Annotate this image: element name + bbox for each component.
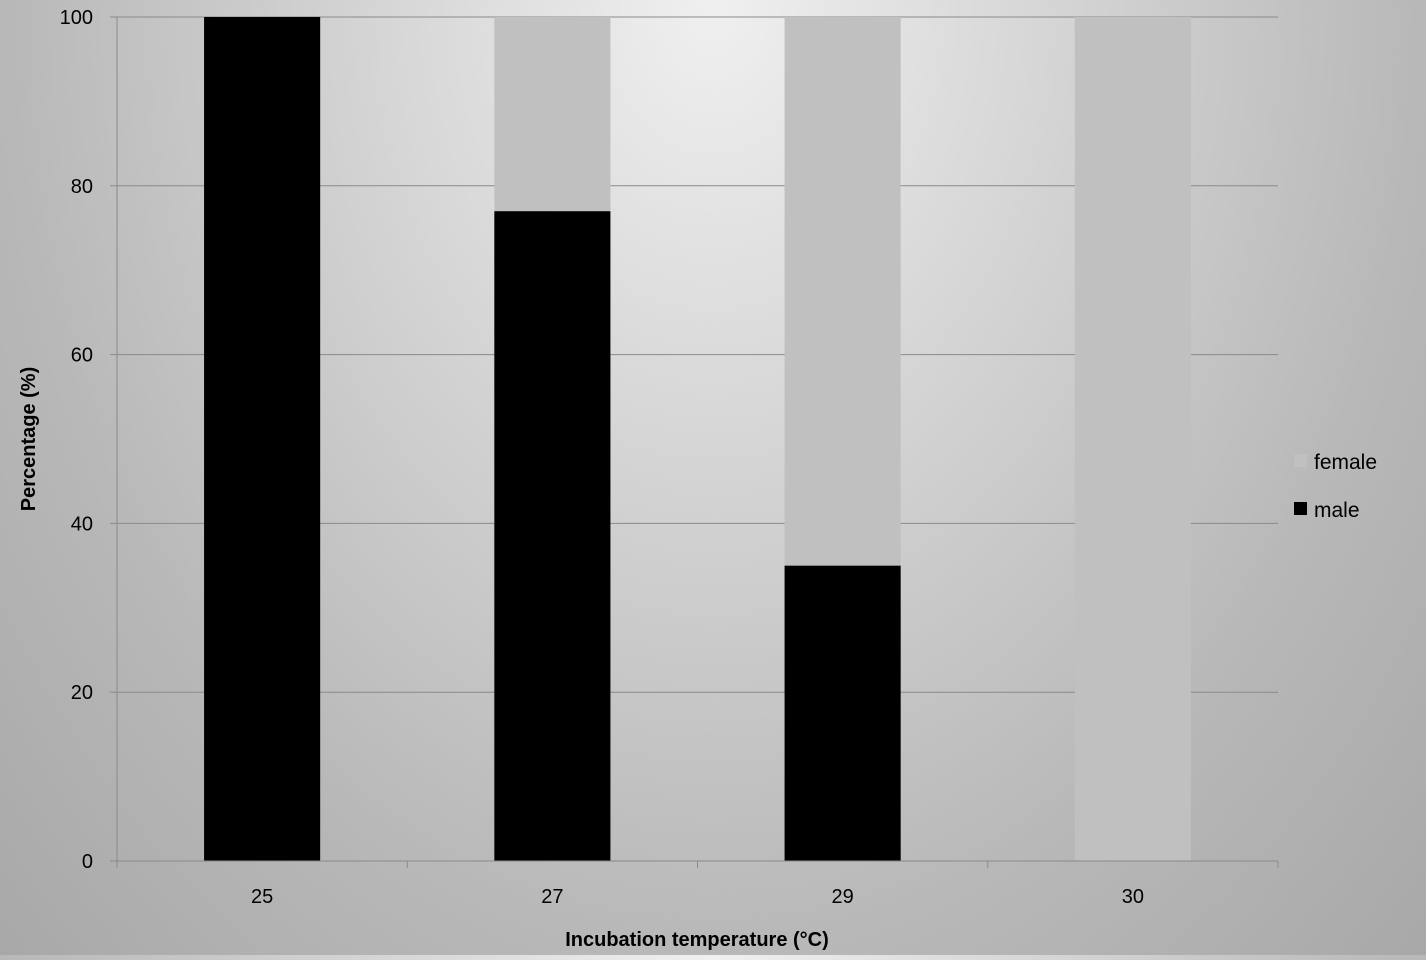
y-tick-label: 40 — [71, 513, 93, 535]
legend-label-male: male — [1314, 499, 1360, 522]
bars — [204, 17, 1191, 861]
x-tick-label: 30 — [1122, 886, 1144, 908]
legend-swatch-female — [1294, 454, 1307, 467]
y-tick-label: 60 — [71, 345, 93, 367]
y-tick-label: 0 — [82, 851, 93, 873]
x-axis-title: Incubation temperature (°C) — [565, 929, 829, 951]
y-tick-label: 100 — [60, 7, 93, 29]
legend: female male — [1294, 451, 1377, 522]
bar-female-27 — [494, 17, 611, 212]
x-tick-label: 27 — [541, 886, 563, 908]
bar-male-25 — [204, 17, 321, 861]
bar-female-29 — [784, 17, 901, 566]
x-tick-label: 25 — [251, 886, 273, 908]
y-tick-label: 80 — [71, 176, 93, 198]
bar-male-29 — [784, 565, 901, 861]
legend-label-female: female — [1314, 451, 1377, 474]
tick-labels: 0 20 40 60 80 100 25 27 29 30 — [60, 7, 1144, 908]
y-axis-title: Percentage (%) — [18, 367, 40, 512]
axes — [110, 16, 1279, 868]
bar-female-30 — [1074, 17, 1191, 861]
legend-swatch-male — [1294, 502, 1307, 515]
x-tick-label: 29 — [832, 886, 854, 908]
bar-male-27 — [494, 211, 611, 861]
y-tick-label: 20 — [71, 682, 93, 704]
